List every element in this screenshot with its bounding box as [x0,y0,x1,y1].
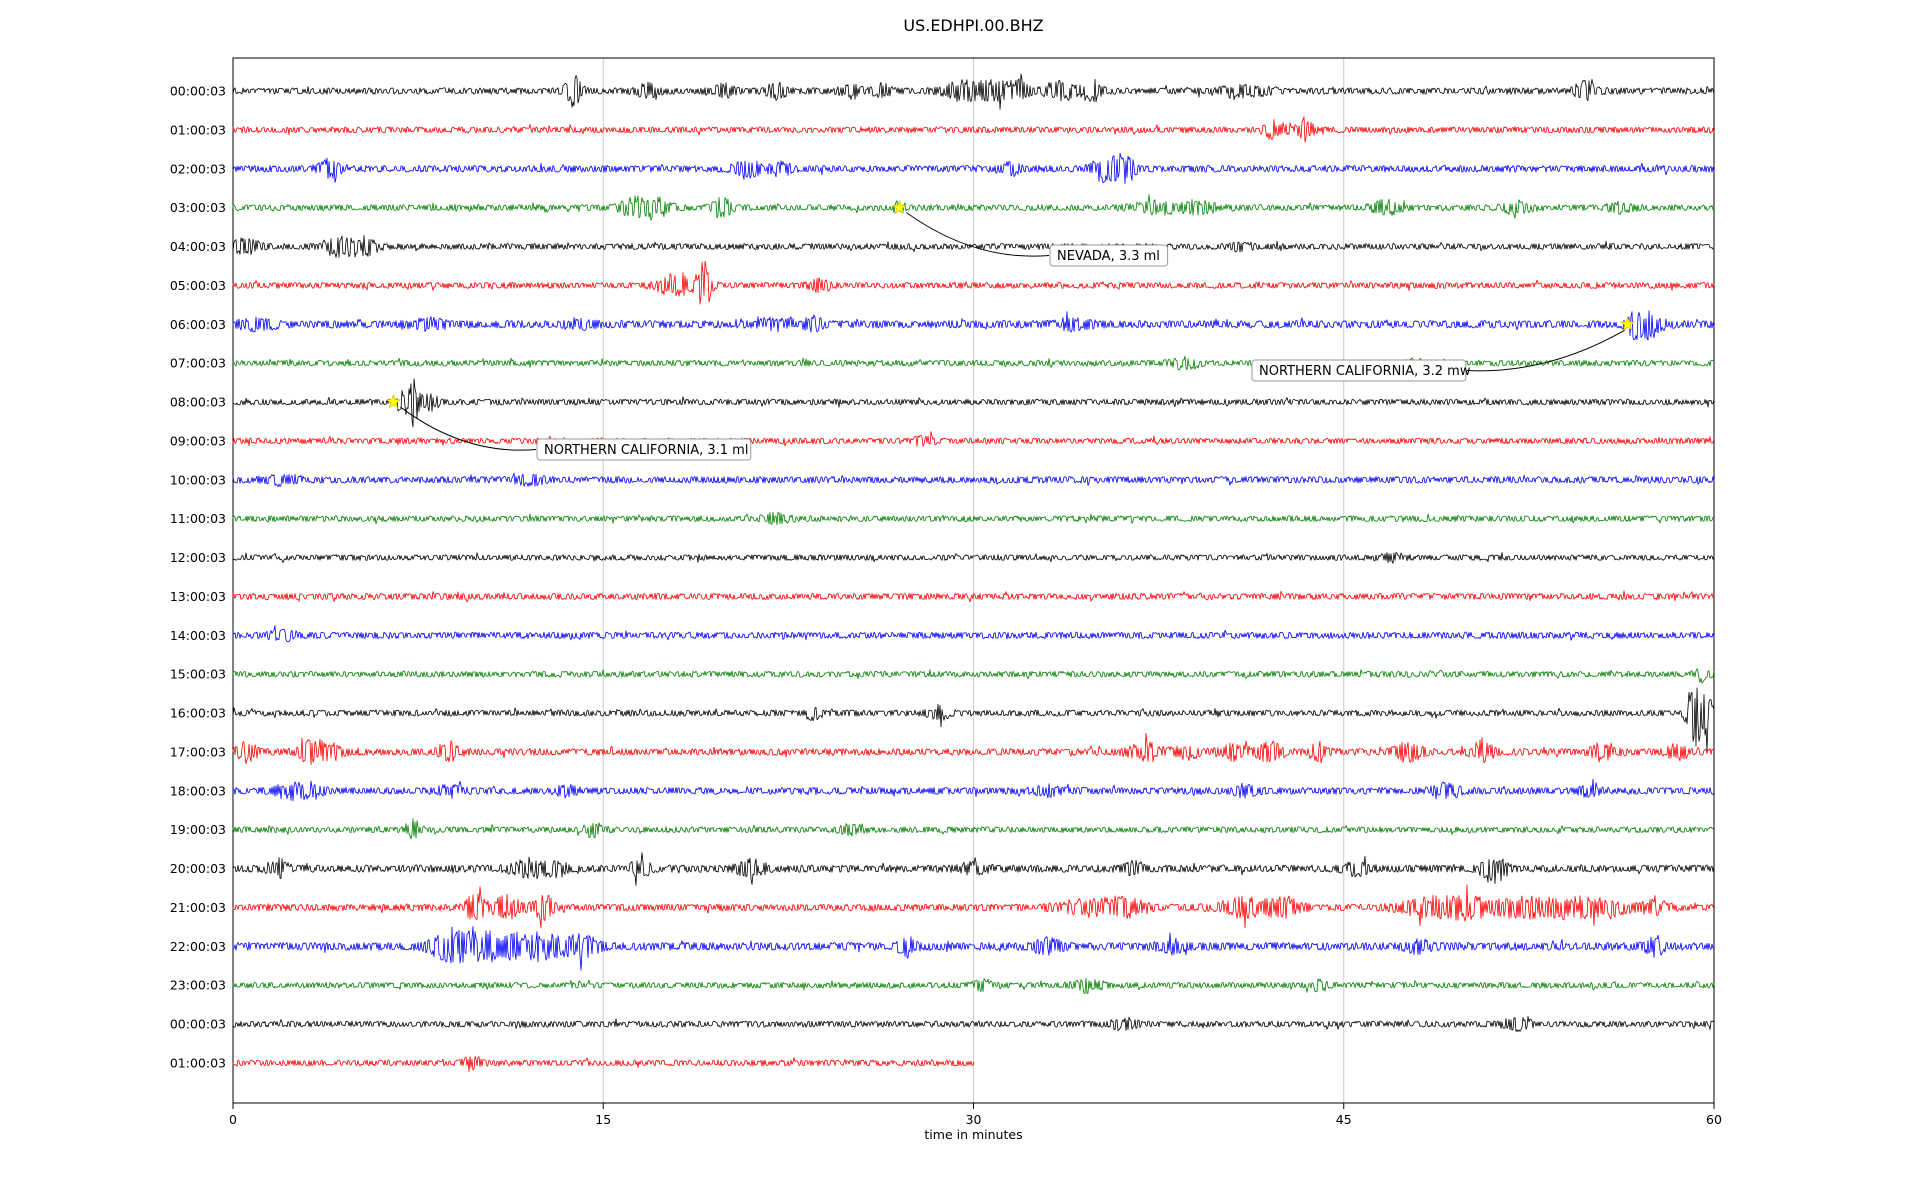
trace-row-12 [232,552,1715,564]
row-label-5: 05:00:03 [170,278,226,293]
row-label-14: 14:00:03 [170,628,226,643]
row-label-10: 10:00:03 [170,472,226,487]
row-label-19: 19:00:03 [170,822,226,837]
trace-row-4 [232,235,1715,258]
trace-row-10 [232,472,1715,487]
row-label-22: 22:00:03 [170,939,226,954]
trace-row-16 [232,687,1715,751]
trace-row-22 [232,926,1715,971]
trace-row-20 [232,852,1715,886]
trace-row-2 [232,152,1715,184]
event-leader-line-2 [400,406,537,451]
row-label-7: 07:00:03 [170,356,226,371]
row-label-20: 20:00:03 [170,861,226,876]
x-tick-label-15: 15 [595,1112,611,1127]
event-star-icon-1 [1620,316,1636,331]
row-label-18: 18:00:03 [170,783,226,798]
trace-row-13 [232,590,1715,603]
row-label-0: 00:00:03 [170,84,226,99]
event-leader-line-0 [906,212,1050,257]
trace-row-23 [232,978,1715,994]
trace-row-6 [232,310,1715,341]
trace-row-9 [232,431,1715,447]
trace-row-0 [232,73,1715,110]
event-star-icon-0 [892,199,907,214]
trace-row-21 [232,884,1715,929]
row-label-8: 08:00:03 [170,395,226,410]
row-label-9: 09:00:03 [170,433,226,448]
row-label-24: 00:00:03 [170,1017,226,1032]
trace-row-5 [232,260,1715,305]
trace-row-8 [232,378,1715,428]
x-tick-label-60: 60 [1706,1112,1722,1127]
row-label-25: 01:00:03 [170,1056,226,1071]
trace-row-7 [232,355,1715,371]
row-label-11: 11:00:03 [170,511,226,526]
trace-row-15 [232,668,1715,684]
trace-row-1 [232,116,1715,143]
event-star-icon-2 [386,394,401,409]
row-label-17: 17:00:03 [170,744,226,759]
row-label-3: 03:00:03 [170,200,226,215]
event-label-2: NORTHERN CALIFORNIA, 3.1 ml [544,443,748,458]
trace-row-18 [232,778,1715,802]
trace-row-11 [232,511,1715,526]
trace-row-14 [232,625,1715,643]
trace-row-19 [232,818,1715,840]
row-label-16: 16:00:03 [170,706,226,721]
trace-row-17 [232,732,1715,766]
x-tick-label-30: 30 [966,1112,982,1127]
row-label-6: 06:00:03 [170,317,226,332]
event-label-box-1 [1251,359,1467,382]
event-leader-line-1 [1466,329,1625,372]
row-label-21: 21:00:03 [170,900,226,915]
x-tick-label-0: 0 [229,1112,237,1127]
row-label-2: 02:00:03 [170,161,226,176]
event-label-0: NEVADA, 3.3 ml [1057,249,1160,264]
row-label-13: 13:00:03 [170,589,226,604]
event-label-1: NORTHERN CALIFORNIA, 3.2 mw [1259,364,1471,379]
x-tick-label-45: 45 [1336,1112,1352,1127]
trace-row-25 [232,1056,975,1072]
trace-row-3 [232,194,1715,221]
chart-title: US.EDHPI.00.BHZ [903,16,1044,35]
event-label-box-0 [1049,244,1169,267]
trace-row-24 [232,1016,1715,1032]
event-label-box-2 [536,438,752,461]
row-label-1: 01:00:03 [170,122,226,137]
row-label-23: 23:00:03 [170,978,226,993]
row-label-15: 15:00:03 [170,667,226,682]
row-label-4: 04:00:03 [170,239,226,254]
x-axis-label: time in minutes [924,1127,1023,1142]
row-label-12: 12:00:03 [170,550,226,565]
